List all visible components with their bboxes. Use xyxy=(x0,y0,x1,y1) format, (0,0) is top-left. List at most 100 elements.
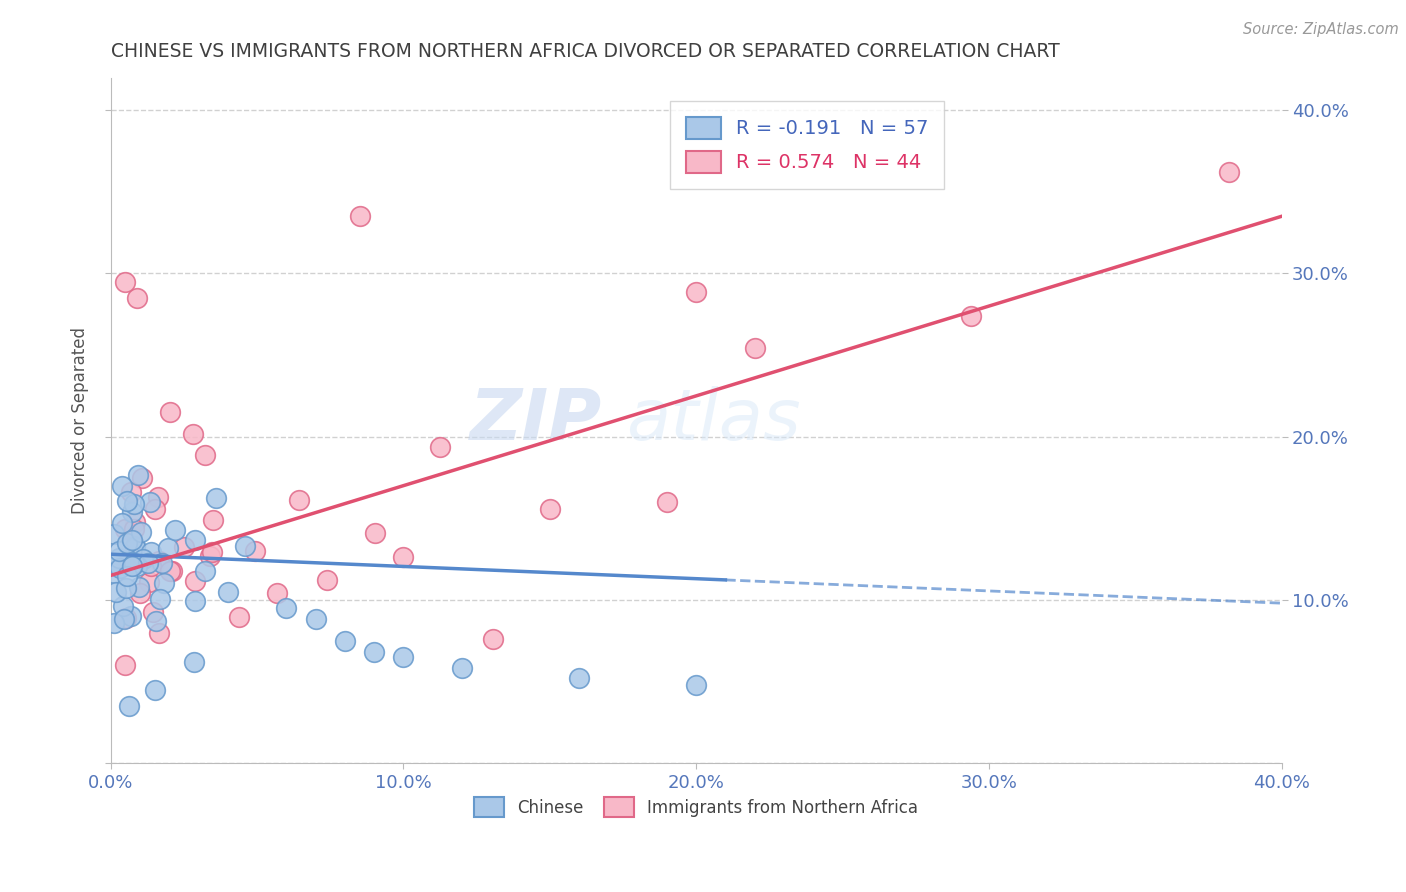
Point xyxy=(163,524,186,538)
Point xyxy=(118,698,141,713)
Point xyxy=(392,650,415,665)
Text: ZIP: ZIP xyxy=(470,386,603,455)
Legend: Chinese, Immigrants from Northern Africa: Chinese, Immigrants from Northern Africa xyxy=(467,791,925,823)
Point xyxy=(392,549,415,564)
Point xyxy=(184,574,207,589)
Point xyxy=(200,549,222,563)
Point xyxy=(160,565,183,579)
Point xyxy=(685,678,707,692)
Point xyxy=(104,585,127,599)
Point xyxy=(233,539,256,553)
Point xyxy=(115,611,138,625)
Point xyxy=(111,516,134,530)
Point xyxy=(129,524,152,539)
Point xyxy=(184,593,207,607)
Point xyxy=(103,566,125,581)
Point xyxy=(364,525,387,540)
Point xyxy=(103,558,125,573)
Point xyxy=(103,615,125,630)
Point xyxy=(1218,165,1240,179)
Point xyxy=(349,210,371,224)
Point xyxy=(121,533,143,548)
Point xyxy=(153,576,176,591)
Point xyxy=(960,309,983,323)
Point xyxy=(146,490,169,504)
Point xyxy=(125,559,148,574)
Point xyxy=(142,605,165,619)
Point xyxy=(120,609,142,624)
Point xyxy=(159,405,181,419)
Point xyxy=(112,612,135,626)
Point xyxy=(132,552,155,566)
Point xyxy=(276,601,298,615)
Point xyxy=(148,626,170,640)
Point xyxy=(114,275,136,289)
Point xyxy=(145,682,167,697)
Point xyxy=(108,551,131,566)
Point xyxy=(217,584,239,599)
Point xyxy=(124,539,146,553)
Point xyxy=(744,342,766,356)
Point xyxy=(482,632,505,646)
Point xyxy=(125,291,148,305)
Text: CHINESE VS IMMIGRANTS FROM NORTHERN AFRICA DIVORCED OR SEPARATED CORRELATION CHA: CHINESE VS IMMIGRANTS FROM NORTHERN AFRI… xyxy=(111,42,1060,61)
Point xyxy=(124,516,146,530)
Point xyxy=(363,645,385,659)
Point xyxy=(128,580,150,594)
Point xyxy=(108,543,131,558)
Point xyxy=(194,565,217,579)
Point xyxy=(138,574,160,589)
Y-axis label: Divorced or Separated: Divorced or Separated xyxy=(72,326,89,514)
Point xyxy=(121,558,143,573)
Point xyxy=(173,540,195,554)
Point xyxy=(228,609,250,624)
Point xyxy=(115,558,138,573)
Point xyxy=(139,545,162,559)
Point xyxy=(156,541,179,555)
Point xyxy=(181,427,204,442)
Text: atlas: atlas xyxy=(626,386,800,455)
Point xyxy=(150,556,173,570)
Point xyxy=(141,559,163,574)
Point xyxy=(143,502,166,516)
Point xyxy=(122,558,145,573)
Point xyxy=(333,633,356,648)
Point xyxy=(205,491,228,505)
Point xyxy=(115,581,138,595)
Point xyxy=(111,479,134,493)
Point xyxy=(568,671,591,685)
Point xyxy=(124,497,146,511)
Point xyxy=(127,467,149,482)
Point xyxy=(538,501,561,516)
Point xyxy=(115,569,138,583)
Point xyxy=(124,540,146,554)
Point xyxy=(117,552,139,566)
Point xyxy=(131,471,153,485)
Point xyxy=(305,612,328,626)
Point xyxy=(121,505,143,519)
Point xyxy=(201,545,224,559)
Point xyxy=(655,495,678,509)
Point xyxy=(184,533,207,547)
Point xyxy=(108,561,131,575)
Point xyxy=(148,591,170,606)
Point xyxy=(288,492,311,507)
Point xyxy=(103,527,125,541)
Point xyxy=(122,556,145,570)
Point xyxy=(201,512,224,526)
Point xyxy=(429,440,451,454)
Point xyxy=(138,495,160,509)
Point xyxy=(266,585,288,599)
Point xyxy=(145,614,167,628)
Point xyxy=(685,285,707,300)
Point xyxy=(451,661,474,675)
Text: Source: ZipAtlas.com: Source: ZipAtlas.com xyxy=(1243,22,1399,37)
Point xyxy=(316,573,339,587)
Point xyxy=(243,544,266,558)
Point xyxy=(111,599,134,614)
Point xyxy=(138,556,160,570)
Point xyxy=(194,449,217,463)
Point xyxy=(183,655,205,669)
Point xyxy=(148,554,170,568)
Point xyxy=(115,536,138,550)
